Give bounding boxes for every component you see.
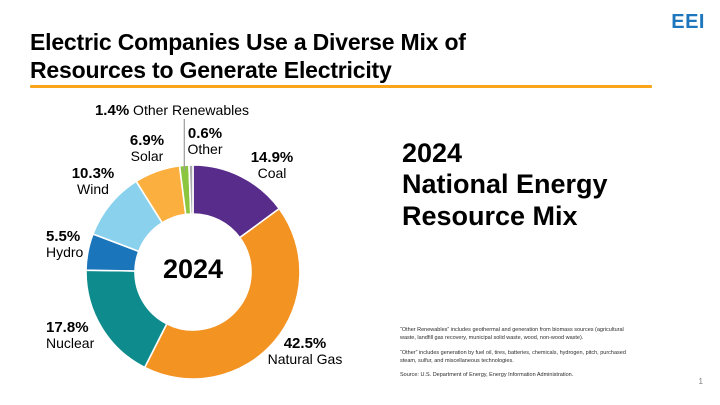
donut-segment-natural-gas xyxy=(143,207,301,380)
chart-label-wind: 10.3% Wind xyxy=(53,165,133,198)
chart-label-percent: 42.5% xyxy=(283,335,327,352)
page-number: 1 xyxy=(698,377,703,386)
chart-label-percent: 0.6% xyxy=(187,125,223,142)
chart-label-name: Solar xyxy=(130,148,164,165)
chart-label-percent: 17.8% xyxy=(46,319,89,336)
chart-label-name: Wind xyxy=(77,181,109,198)
donut-segment-other xyxy=(188,164,194,215)
chart-label-percent: 6.9% xyxy=(129,132,165,149)
chart-label-name: Other Renewables xyxy=(129,102,250,118)
chart-label-nuclear: 17.8% Nuclear xyxy=(46,319,136,352)
chart-label-name: Other xyxy=(187,141,223,158)
chart-label-name: Nuclear xyxy=(46,335,95,352)
chart-label-percent: 10.3% xyxy=(71,165,115,182)
chart-label-coal: 14.9% Coal xyxy=(233,149,311,182)
chart-label-other: 0.6% Other xyxy=(176,125,234,158)
chart-label-other-renewables: 1.4% Other Renewables xyxy=(52,102,292,119)
footnote-other-renewables: “Other Renewables” includes geothermal a… xyxy=(400,327,624,342)
chart-label-solar: 6.9% Solar xyxy=(110,132,184,165)
donut-center-label: 2024 xyxy=(162,254,224,284)
chart-label-hydro: 5.5% Hydro xyxy=(46,228,126,261)
chart-label-percent: 14.9% xyxy=(250,149,294,166)
chart-label-percent: 5.5% xyxy=(46,228,81,245)
resource-mix-heading: 2024 National Energy Resource Mix xyxy=(402,138,608,231)
chart-label-percent: 1.4% xyxy=(94,102,130,119)
slide-title: Electric Companies Use a Diverse Mix of … xyxy=(30,29,466,84)
title-underline xyxy=(30,85,652,88)
source-note: Source: U.S. Department of Energy, Energ… xyxy=(400,372,574,378)
chart-label-natural-gas: 42.5% Natural Gas xyxy=(250,335,360,368)
footnotes: “Other Renewables” includes geothermal a… xyxy=(400,326,632,385)
footnote-other: “Other” includes generation by fuel oil,… xyxy=(400,349,626,364)
chart-label-name: Natural Gas xyxy=(267,351,343,368)
chart-label-name: Hydro xyxy=(46,244,84,261)
eei-logo: EEI xyxy=(671,11,705,33)
chart-label-name: Coal xyxy=(257,165,287,182)
